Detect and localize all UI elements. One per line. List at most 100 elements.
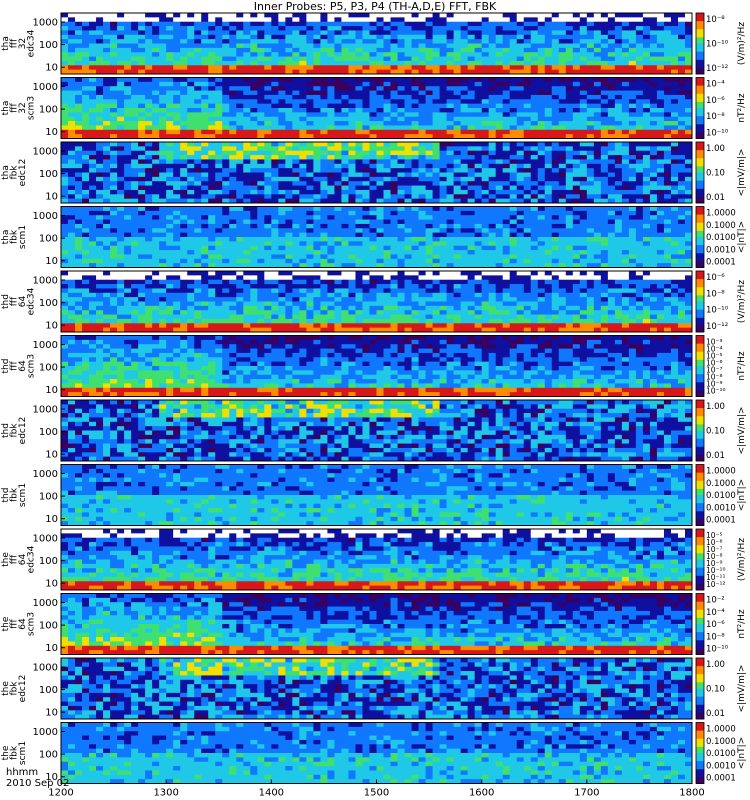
spectrogram-cell bbox=[327, 39, 335, 44]
spectrogram-cell bbox=[257, 228, 265, 234]
spectrogram-cell bbox=[173, 60, 181, 66]
spectrogram-cell bbox=[425, 56, 433, 62]
spectrogram-cell bbox=[187, 146, 195, 152]
spectrogram-cell bbox=[411, 134, 419, 139]
spectrogram-cell bbox=[663, 108, 672, 113]
spectrogram-cell bbox=[208, 60, 216, 66]
spectrogram-cell bbox=[278, 232, 286, 238]
spectrogram-cell bbox=[222, 194, 230, 200]
spectrogram-cell bbox=[320, 198, 328, 204]
spectrogram-cell bbox=[572, 90, 581, 96]
spectrogram-cell bbox=[299, 189, 307, 195]
spectrogram-cell bbox=[75, 159, 83, 165]
spectrogram-cell bbox=[117, 125, 125, 131]
spectrogram-cell bbox=[215, 17, 223, 23]
spectrogram-cell bbox=[89, 150, 97, 156]
spectrogram-cell bbox=[390, 172, 398, 178]
spectrogram-cell bbox=[215, 176, 223, 182]
spectrogram-cell bbox=[222, 134, 230, 139]
spectrogram-cell bbox=[684, 34, 693, 40]
spectrogram-cell bbox=[124, 142, 132, 147]
spectrogram-cell bbox=[103, 13, 111, 18]
spectrogram-cell bbox=[201, 185, 209, 191]
spectrogram-cell bbox=[446, 237, 455, 242]
spectrogram-cell bbox=[544, 43, 553, 49]
spectrogram-cell bbox=[383, 43, 391, 49]
spectrogram-cell bbox=[208, 103, 216, 109]
spectrogram-cell bbox=[68, 86, 76, 91]
spectrogram-cell bbox=[544, 77, 553, 83]
spectrogram-cell bbox=[250, 13, 258, 18]
spectrogram-cell bbox=[551, 21, 560, 27]
spectrogram-cell bbox=[82, 206, 90, 212]
spectrogram-cell bbox=[61, 60, 69, 66]
spectrogram-cell bbox=[292, 245, 300, 251]
spectrogram-cell bbox=[516, 60, 525, 66]
spectrogram-cell bbox=[320, 206, 328, 212]
spectrogram-cell bbox=[495, 263, 504, 268]
spectrogram-cell bbox=[82, 69, 90, 75]
spectrogram-cell bbox=[537, 168, 546, 173]
spectrogram-cell bbox=[621, 125, 630, 131]
spectrogram-cell bbox=[488, 26, 497, 31]
spectrogram-cell bbox=[152, 69, 160, 75]
spectrogram-cell bbox=[621, 39, 630, 44]
spectrogram-cell bbox=[145, 215, 153, 220]
spectrogram-cell bbox=[614, 17, 623, 23]
spectrogram-cell bbox=[649, 185, 658, 191]
spectrogram-cell bbox=[341, 26, 349, 31]
spectrogram-cell bbox=[103, 52, 111, 57]
spectrogram-cell bbox=[432, 60, 440, 66]
spectrogram-cell bbox=[159, 163, 167, 169]
spectrogram-cell bbox=[369, 69, 377, 75]
spectrogram-cell bbox=[383, 250, 391, 255]
spectrogram-cell bbox=[292, 34, 300, 40]
spectrogram-cell bbox=[117, 90, 125, 96]
spectrogram-cell bbox=[656, 185, 665, 191]
spectrogram-cell bbox=[586, 172, 595, 178]
spectrogram-cell bbox=[684, 103, 693, 109]
spectrogram-cell bbox=[495, 13, 504, 18]
spectrogram-cell bbox=[271, 116, 279, 122]
spectrogram-cell bbox=[495, 237, 504, 242]
spectrogram-cell bbox=[586, 254, 595, 260]
spectrogram-cell bbox=[411, 159, 419, 165]
spectrogram-cell bbox=[593, 69, 602, 75]
spectrogram-cell bbox=[628, 13, 637, 18]
spectrogram-cell bbox=[131, 155, 139, 160]
spectrogram-cell bbox=[313, 237, 321, 242]
spectrogram-cell bbox=[614, 176, 623, 182]
spectrogram-cell bbox=[215, 134, 223, 139]
spectrogram-cell bbox=[481, 232, 490, 238]
spectrogram-cell bbox=[383, 125, 391, 131]
spectrogram-cell bbox=[558, 228, 567, 234]
spectrogram-cell bbox=[68, 142, 76, 147]
spectrogram-cell bbox=[656, 125, 665, 131]
spectrogram-cell bbox=[285, 223, 293, 229]
spectrogram-cell bbox=[593, 176, 602, 182]
spectrogram-cell bbox=[306, 121, 314, 126]
spectrogram-cell bbox=[649, 56, 658, 62]
spectrogram-cell bbox=[621, 108, 630, 113]
spectrogram-cell bbox=[621, 155, 630, 160]
spectrogram-cell bbox=[579, 65, 588, 71]
spectrogram-cell bbox=[264, 47, 272, 53]
spectrogram-cell bbox=[250, 125, 258, 131]
spectrogram-cell bbox=[404, 94, 412, 100]
spectrogram-cell bbox=[544, 116, 553, 122]
spectrogram-cell bbox=[397, 142, 405, 147]
spectrogram-cell bbox=[481, 116, 490, 122]
spectrogram-cell bbox=[593, 30, 602, 36]
spectrogram-cell bbox=[152, 223, 160, 229]
spectrogram-cell bbox=[474, 142, 483, 147]
spectrogram-cell bbox=[390, 215, 398, 220]
spectrogram-cell bbox=[278, 237, 286, 242]
spectrogram-cell bbox=[432, 94, 440, 100]
spectrogram-cell bbox=[243, 13, 251, 18]
spectrogram-cell bbox=[425, 210, 433, 216]
spectrogram-cell bbox=[103, 17, 111, 23]
spectrogram-cell bbox=[278, 112, 286, 118]
spectrogram-cell bbox=[390, 263, 398, 268]
spectrogram-cell bbox=[495, 39, 504, 44]
spectrogram-cell bbox=[376, 150, 384, 156]
